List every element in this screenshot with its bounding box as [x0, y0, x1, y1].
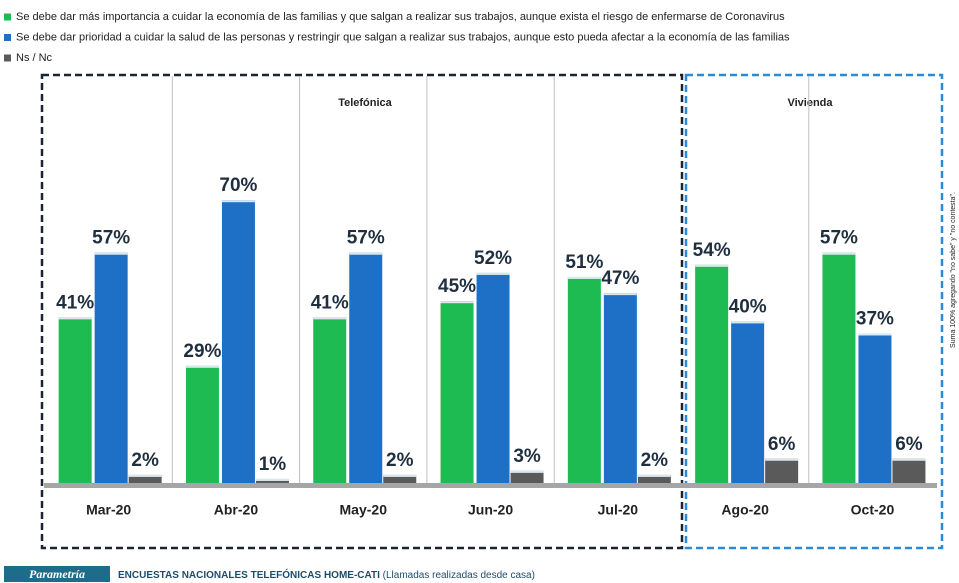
value-label: 2% [641, 450, 669, 471]
bar [858, 333, 892, 483]
bar-cap [567, 276, 601, 279]
bar-cap [383, 474, 417, 477]
bar [765, 458, 799, 483]
bar-cap [510, 470, 544, 473]
bar [128, 474, 162, 483]
bar-cap [440, 301, 474, 304]
bar-cap [858, 333, 892, 336]
bar [603, 293, 637, 483]
bar [221, 200, 255, 483]
legend-label: Se debe dar más importancia a cuidar la … [16, 11, 785, 23]
legend-swatch [4, 54, 11, 62]
bar-cap [94, 252, 128, 255]
bar-cap [603, 293, 637, 296]
footer-title: ENCUESTAS NACIONALES TELEFÓNICAS HOME-CA… [118, 568, 380, 581]
legend-swatch [4, 13, 11, 21]
bar-cap [731, 321, 765, 324]
value-label: 29% [183, 341, 221, 362]
value-label: 41% [56, 292, 94, 313]
bar-cap [476, 272, 510, 275]
bar [892, 458, 926, 483]
value-label: 6% [895, 434, 923, 455]
bar-cap [765, 458, 799, 461]
value-label: 47% [601, 268, 639, 289]
value-label: 41% [311, 292, 349, 313]
bar-cap [221, 200, 255, 203]
bar [567, 276, 601, 483]
bar [822, 252, 856, 483]
x-tick-label: Abr-20 [214, 502, 259, 518]
value-label: 37% [856, 309, 894, 330]
value-label: 6% [768, 434, 796, 455]
x-tick-label: Mar-20 [86, 502, 131, 518]
bar [440, 301, 474, 483]
legend-label: Ns / Nc [16, 52, 53, 64]
bar [637, 474, 671, 483]
footer-note: (Llamadas realizadas desde casa) [383, 570, 535, 581]
bar [695, 264, 729, 483]
bar-cap [128, 474, 162, 477]
bar [185, 365, 219, 483]
legend-swatch [4, 34, 11, 41]
annotation: Vivienda [787, 97, 833, 109]
bar [510, 470, 544, 483]
value-label: 57% [347, 228, 385, 249]
x-tick-label: Ago-20 [721, 502, 769, 518]
x-tick-label: Jun-20 [468, 502, 513, 518]
bar [58, 317, 92, 483]
value-label: 45% [438, 276, 476, 297]
bar-cap [892, 458, 926, 461]
value-label: 57% [92, 228, 130, 249]
value-label: 52% [474, 248, 512, 269]
value-label: 2% [386, 450, 414, 471]
x-tick-label: Oct-20 [851, 502, 895, 518]
bar-cap [695, 264, 729, 267]
brand-box [4, 566, 110, 582]
legend-label: Se debe dar prioridad a cuidar la salud … [16, 31, 790, 43]
value-label: 3% [513, 446, 541, 467]
baseline [44, 483, 937, 488]
bar [313, 317, 347, 483]
bar [731, 321, 765, 483]
bar-cap [349, 252, 383, 255]
value-label: 2% [131, 450, 159, 471]
bar-cap [637, 474, 671, 477]
value-label: 70% [219, 175, 257, 196]
x-tick-label: Jul-20 [598, 502, 639, 518]
bar [349, 252, 383, 483]
bar-cap [822, 252, 856, 255]
bar [255, 478, 289, 483]
bar-cap [58, 317, 92, 320]
value-label: 51% [565, 252, 603, 273]
bar [476, 272, 510, 483]
annotation: Telefónica [338, 97, 392, 109]
bar-cap [313, 317, 347, 320]
x-tick-label: May-20 [340, 502, 388, 518]
value-label: 54% [693, 240, 731, 261]
value-label: 40% [729, 296, 767, 317]
bar [94, 252, 128, 483]
value-label: 57% [820, 228, 858, 249]
bar-cap [185, 365, 219, 368]
brand: Parametría [29, 567, 85, 581]
bar [383, 474, 417, 483]
bar-cap [255, 478, 289, 481]
value-label: 1% [259, 454, 287, 475]
home-panel [684, 73, 944, 550]
side-note: Suma 100% agregando "no sabe" y "no cont… [950, 192, 957, 348]
phone-panel [40, 73, 684, 550]
footer-text: ENCUESTAS NACIONALES TELEFÓNICAS HOME-CA… [118, 568, 535, 581]
